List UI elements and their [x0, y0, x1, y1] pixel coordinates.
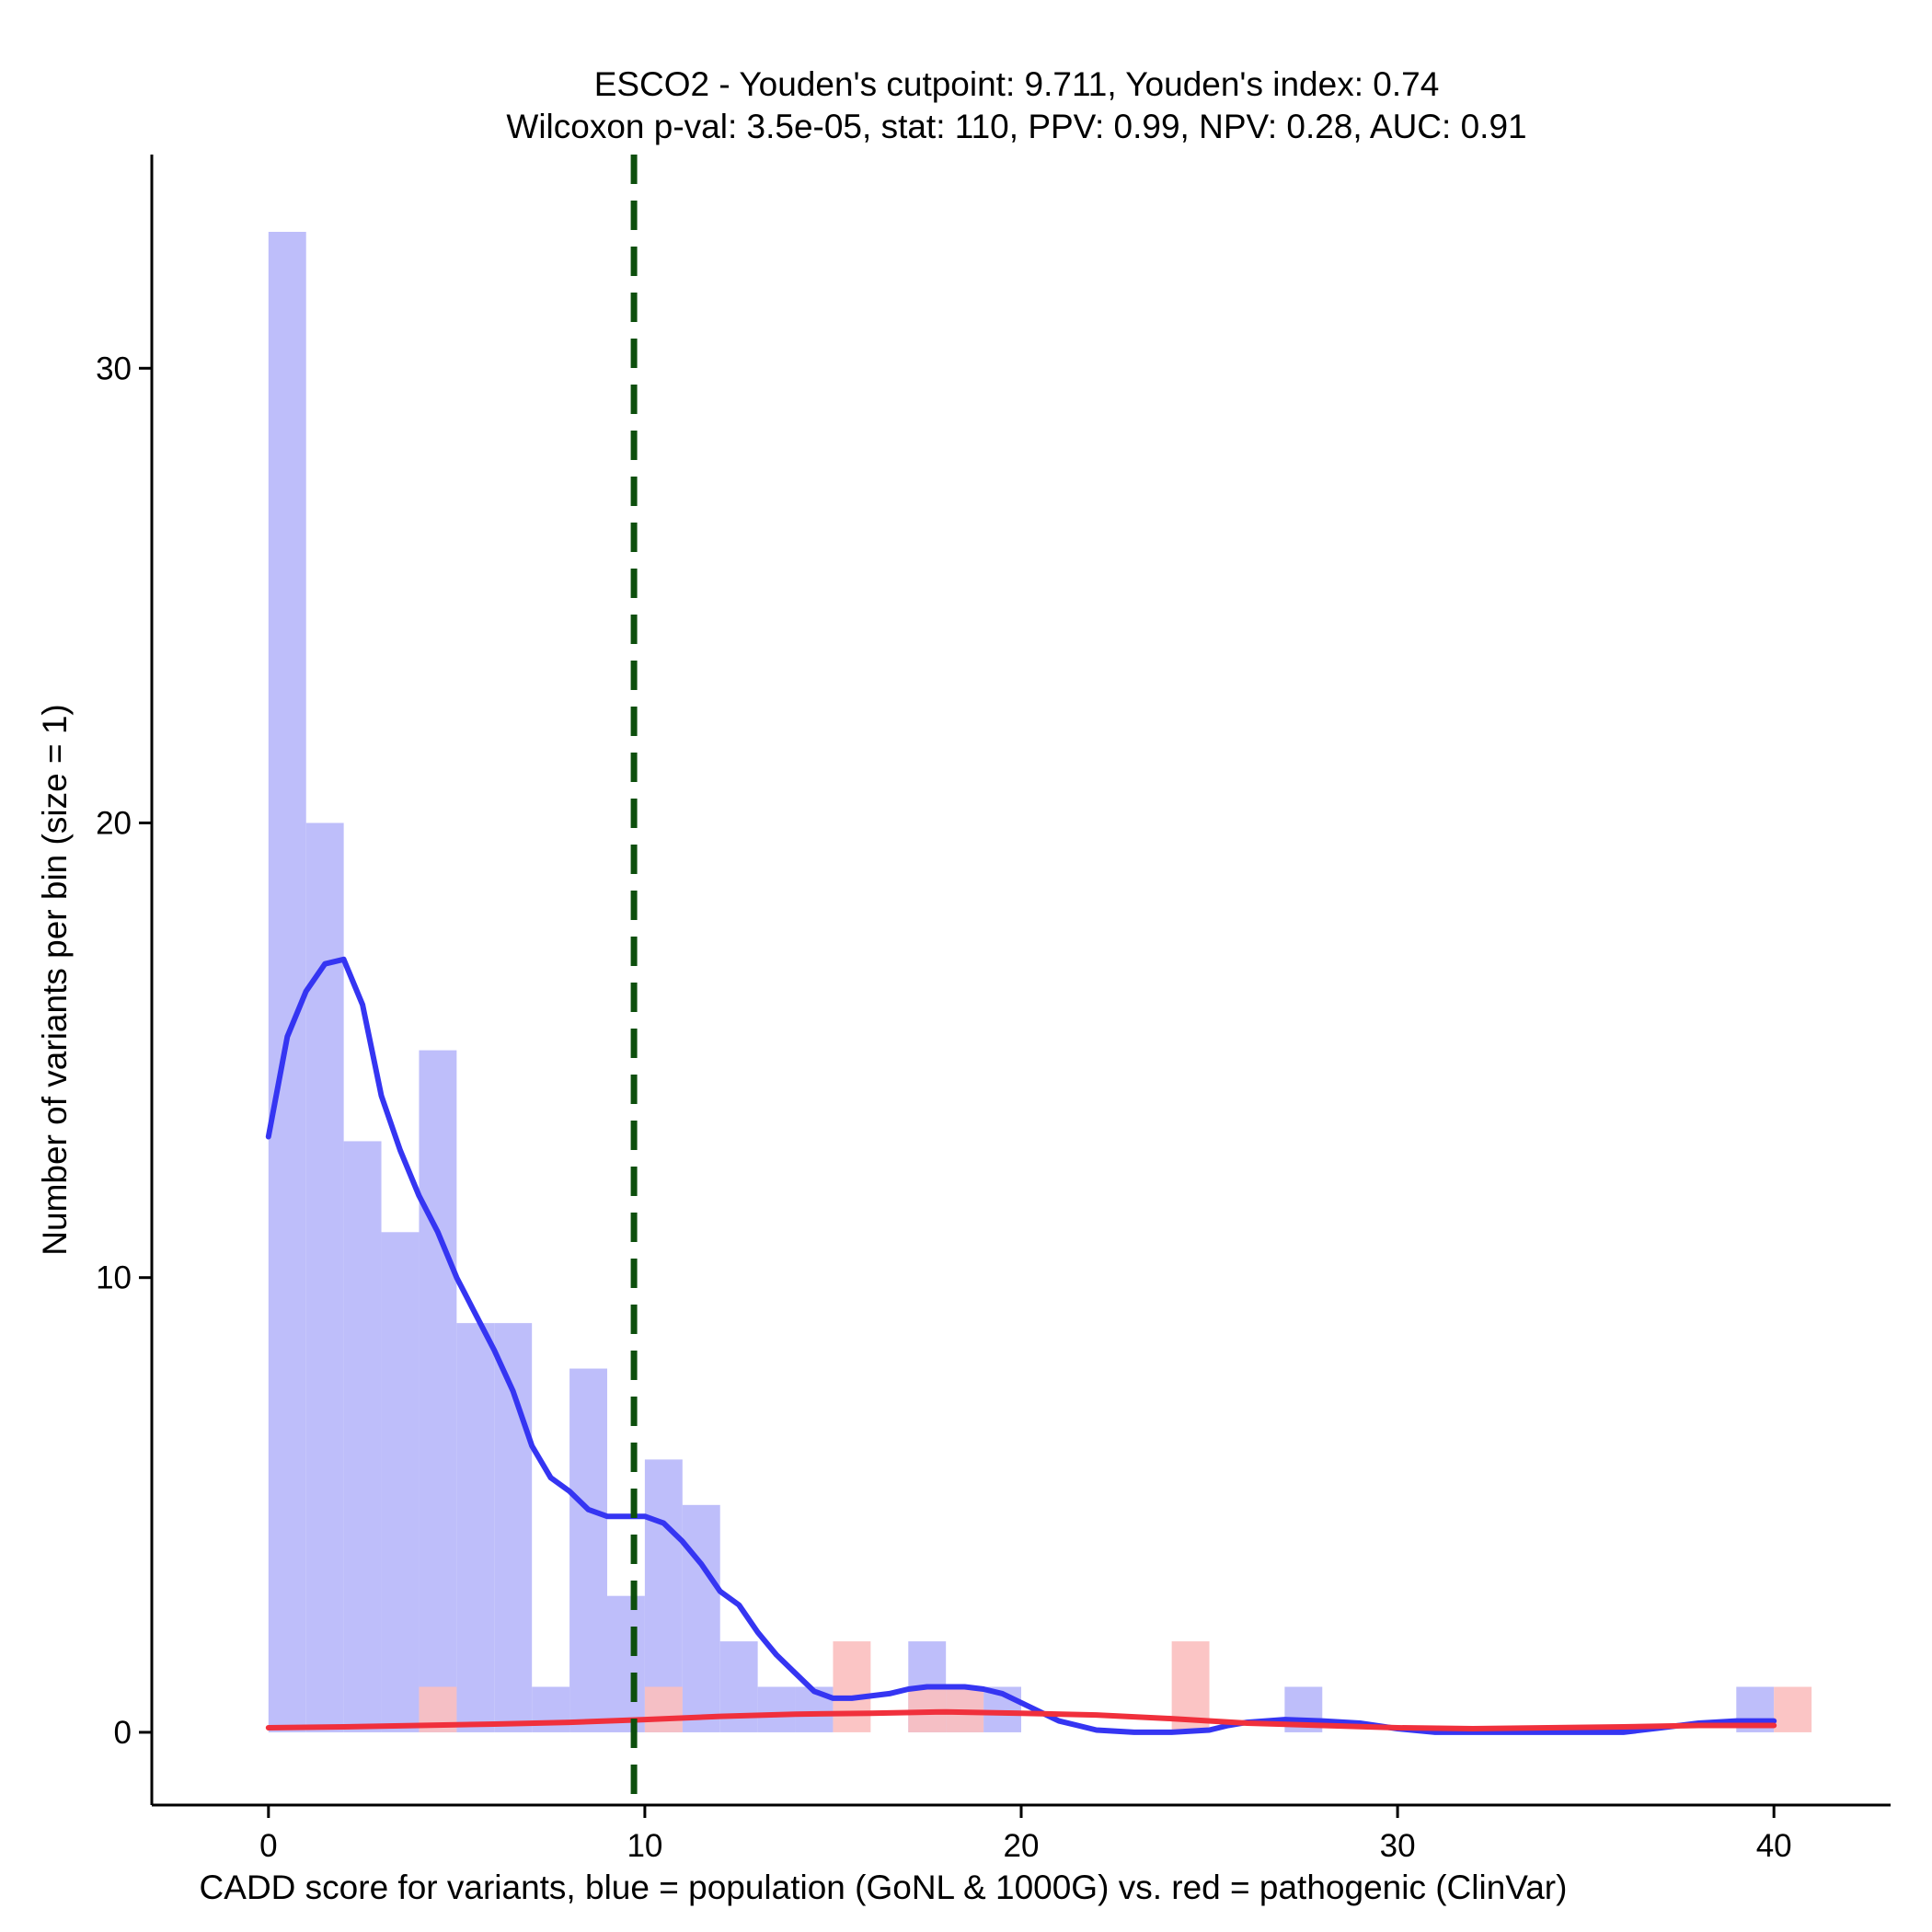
population-bar [305, 822, 344, 1732]
y-ticks: 0 10 20 30 [96, 351, 152, 1751]
x-tick-label: 0 [259, 1828, 277, 1864]
pathogenic-bar [644, 1686, 683, 1732]
axes: 0 10 20 30 40 0 10 20 30 [96, 155, 1891, 1864]
y-tick-label: 20 [96, 805, 132, 841]
population-bar [757, 1686, 796, 1732]
density-curves [265, 956, 1777, 1735]
population-bar [607, 1595, 645, 1732]
pathogenic-bar [1774, 1686, 1812, 1732]
population-bar [419, 1050, 457, 1732]
population-bar [494, 1323, 533, 1732]
pathogenic-bar [833, 1641, 871, 1732]
x-tick-label: 40 [1756, 1828, 1792, 1864]
chart-title: ESCO2 - Youden's cutpoint: 9.711, Youden… [594, 65, 1440, 103]
population-bars [268, 232, 1775, 1732]
pathogenic-density-curve [265, 1708, 1777, 1731]
y-tick-label: 30 [96, 351, 132, 386]
chart-subtitle: Wilcoxon p-val: 3.5e-05, stat: 110, PPV:… [506, 108, 1526, 145]
x-ticks: 0 10 20 30 40 [259, 1805, 1792, 1864]
x-tick-label: 20 [1004, 1828, 1040, 1864]
x-tick-label: 30 [1380, 1828, 1416, 1864]
population-bar [569, 1368, 607, 1732]
x-tick-label: 10 [627, 1828, 662, 1864]
population-bar [682, 1504, 720, 1732]
population-bar [456, 1323, 495, 1732]
population-bar [381, 1232, 420, 1732]
y-axis-label: Number of variants per bin (size = 1) [36, 704, 74, 1255]
population-bar [343, 1141, 382, 1732]
population-bar [268, 232, 306, 1732]
y-tick-label: 0 [114, 1715, 132, 1751]
x-axis-label: CADD score for variants, blue = populati… [200, 1869, 1568, 1906]
y-tick-label: 10 [96, 1260, 132, 1296]
